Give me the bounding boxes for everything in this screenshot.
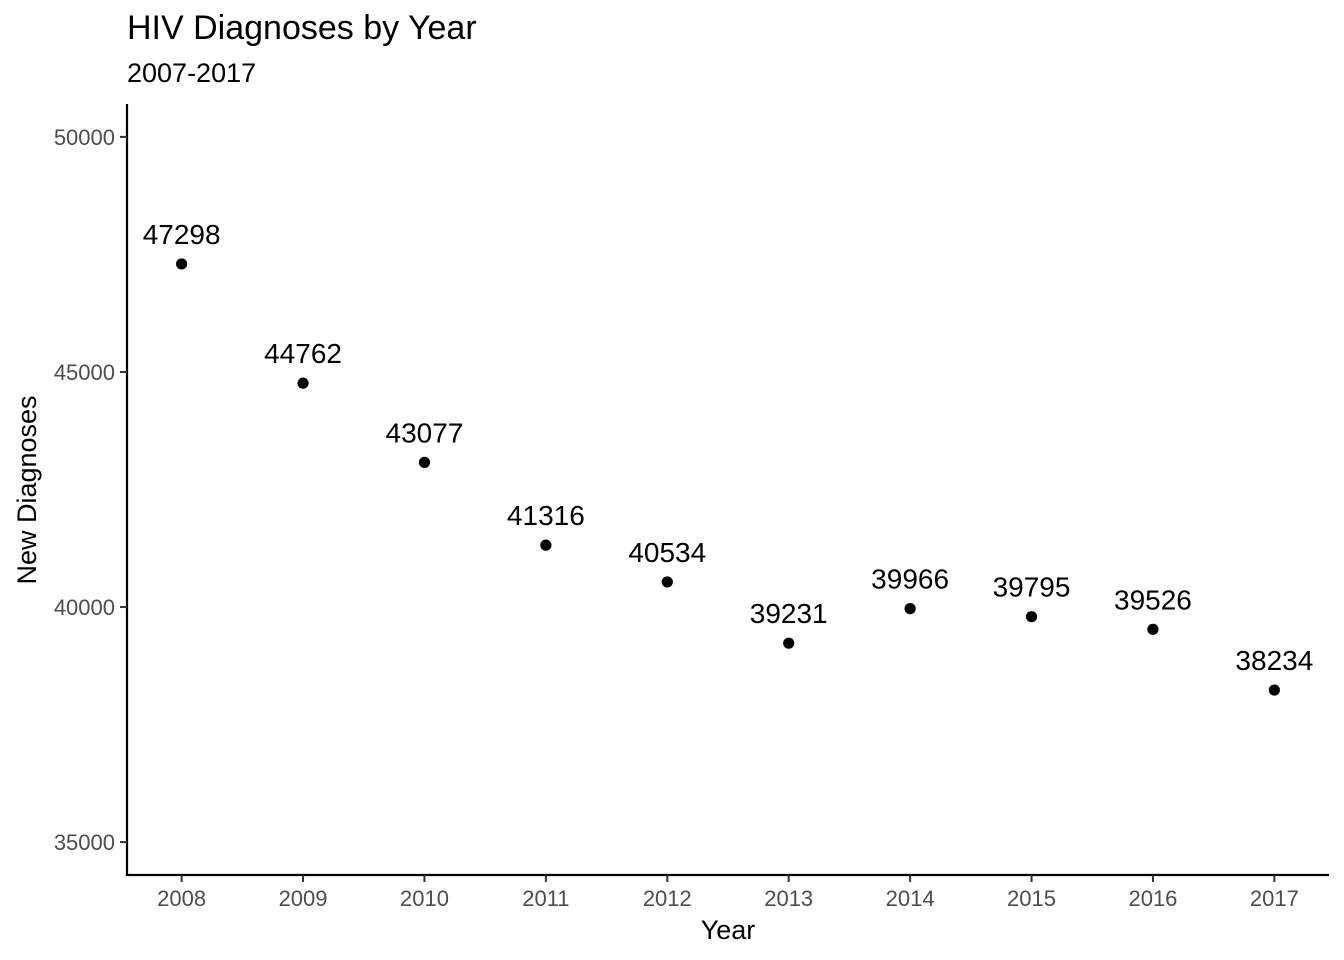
data-labels: 47298 44762 43077 41316 40534 39231 39966 39795… — [143, 219, 1314, 676]
data-point — [661, 576, 673, 588]
x-axis-title: Year — [701, 915, 756, 945]
data-point — [1147, 623, 1159, 635]
x-tick-label: 2014 — [886, 886, 935, 911]
data-label: 39966 — [871, 564, 949, 595]
x-tick-label: 2016 — [1128, 886, 1177, 911]
data-point — [783, 637, 795, 649]
x-tick-label: 2012 — [643, 886, 692, 911]
chart-title: HIV Diagnoses by Year — [127, 9, 477, 47]
chart-subtitle: 2007-2017 — [127, 58, 256, 88]
data-label: 39526 — [1114, 584, 1192, 615]
data-points — [176, 258, 1280, 696]
data-label: 40534 — [628, 537, 706, 568]
data-label: 41316 — [507, 500, 585, 531]
data-point — [418, 456, 431, 468]
data-point — [1025, 611, 1038, 623]
y-tick-label: 40000 — [54, 595, 115, 620]
y-tick-label: 45000 — [54, 360, 115, 385]
y-tick-label: 50000 — [54, 125, 115, 150]
data-label: 44762 — [264, 338, 342, 369]
data-point — [904, 603, 916, 615]
x-tick-label: 2011 — [522, 886, 569, 911]
x-tick-label: 2013 — [764, 886, 813, 911]
y-axis-ticks: 35000 40000 45000 50000 — [54, 125, 127, 855]
data-label: 47298 — [143, 219, 221, 250]
x-axis-ticks: 2008 2009 2010 2011 2012 2013 2014 2015 2016 2017 — [157, 875, 1299, 911]
data-point — [540, 539, 552, 551]
data-point — [176, 258, 188, 270]
data-point — [1268, 684, 1280, 696]
data-label: 38234 — [1235, 645, 1313, 676]
x-tick-label: 2010 — [400, 886, 449, 911]
x-tick-label: 2015 — [1007, 886, 1056, 911]
y-tick-label: 35000 — [54, 830, 115, 855]
data-label: 39231 — [750, 598, 828, 629]
data-point — [297, 377, 309, 389]
data-label: 39795 — [993, 572, 1071, 603]
x-tick-label: 2008 — [157, 886, 206, 911]
x-tick-label: 2017 — [1250, 886, 1299, 911]
data-label: 43077 — [386, 417, 464, 448]
y-axis-title: New Diagnoses — [12, 395, 42, 584]
x-tick-label: 2009 — [279, 886, 328, 911]
